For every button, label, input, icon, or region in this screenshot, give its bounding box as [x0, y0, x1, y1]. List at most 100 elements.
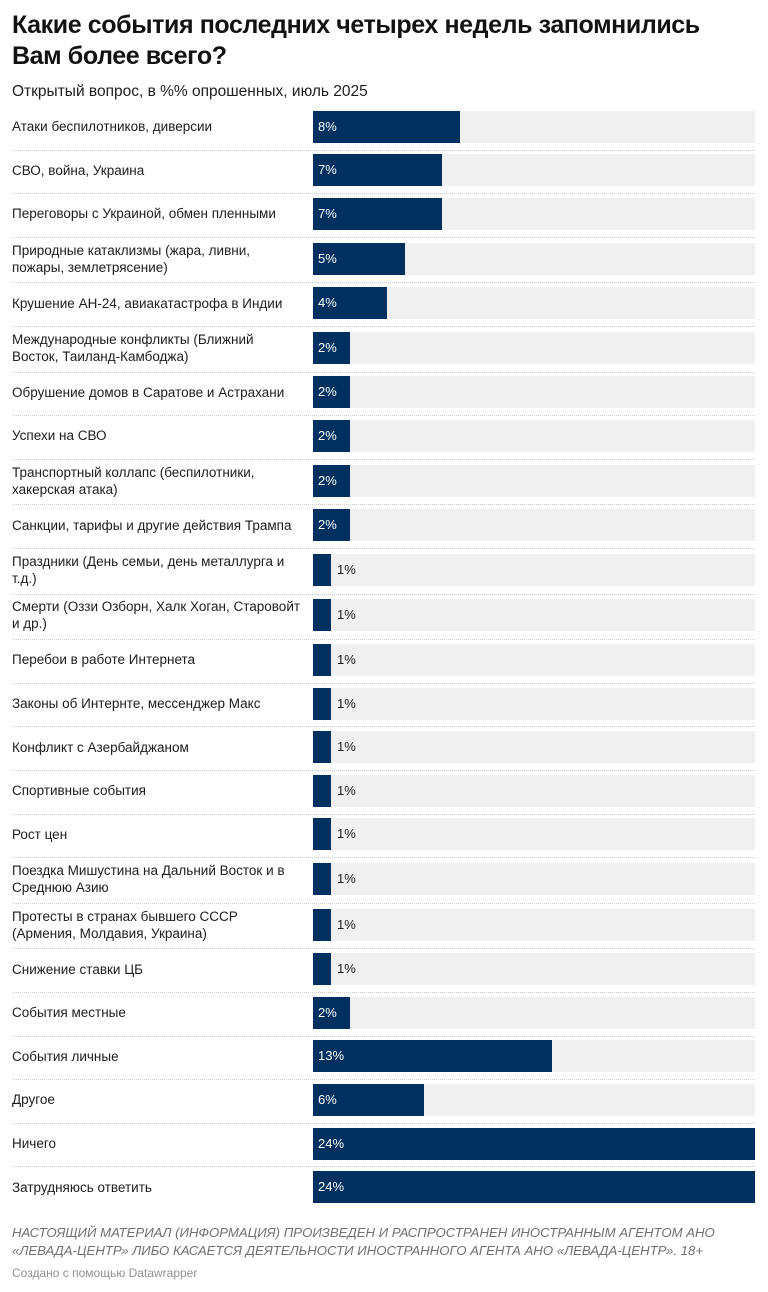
category-label: Международные конфликты (Ближний Восток,… — [12, 331, 254, 364]
bar-track: 24% — [313, 1127, 755, 1160]
category-label: Спортивные события — [12, 783, 146, 799]
chart-row: Успехи на СВО 2% — [12, 415, 755, 460]
bar — [313, 953, 331, 986]
bar — [313, 774, 331, 807]
category-label: Перебои в работе Интернета — [12, 652, 196, 668]
value-label: 1% — [337, 695, 356, 711]
bar-track: 24% — [313, 1171, 755, 1204]
bar — [313, 110, 460, 143]
chart-row: События личные 13% — [12, 1036, 755, 1081]
category-label: Смерти (Оззи Озборн, Халк Хоган, Старово… — [12, 599, 301, 632]
category-label: События личные — [12, 1048, 119, 1064]
category-label: Успехи на СВО — [12, 428, 107, 444]
chart-row: СВО, война, Украина 7% — [12, 150, 755, 195]
bar — [313, 818, 331, 851]
chart-row: Санкции, тарифы и другие действия Трампа… — [12, 504, 755, 549]
bar — [313, 287, 387, 320]
value-label: 2% — [318, 427, 337, 443]
chart-row: Снижение ставки ЦБ 1% — [12, 948, 755, 993]
chart-row: Переговоры с Украиной, обмен пленными 7% — [12, 193, 755, 238]
bar-track: 2% — [313, 331, 755, 364]
chart-row: Конфликт с Азербайджаном 1% — [12, 726, 755, 771]
value-label: 24% — [318, 1179, 345, 1195]
datawrapper-credit: Создано с помощью Datawrapper — [12, 1266, 198, 1280]
value-label: 2% — [318, 1004, 337, 1020]
chart-row: Транспортный коллапс (беспилотники, хаке… — [12, 459, 755, 506]
value-label: 24% — [318, 1135, 345, 1151]
value-label: 1% — [337, 961, 356, 977]
bar-track: 2% — [313, 419, 755, 452]
bar — [313, 908, 331, 941]
bar — [313, 197, 442, 230]
value-label: 2% — [318, 472, 337, 488]
bar-track: 2% — [313, 996, 755, 1029]
category-label: СВО, война, Украина — [12, 162, 145, 178]
bar-track: 8% — [313, 110, 755, 143]
chart-row: Обрушение домов в Саратове и Астрахани 2% — [12, 372, 755, 417]
chart-row: Протесты в странах бывшего СССР (Армения… — [12, 903, 755, 950]
category-label: Праздники (День семьи, день металлурга и… — [12, 553, 285, 586]
value-label: 1% — [337, 607, 356, 623]
value-label: 6% — [318, 1091, 337, 1107]
value-label: 2% — [318, 517, 337, 533]
value-label: 2% — [318, 339, 337, 355]
value-label: 1% — [337, 916, 356, 932]
value-label: 5% — [318, 250, 337, 266]
category-label: Поездка Мишустина на Дальний Восток и в … — [12, 862, 285, 895]
bar-track: 2% — [313, 464, 755, 497]
chart-row: Затрудняюсь ответить 24% — [12, 1166, 755, 1210]
chart-row: Законы об Интернте, мессенджер Макс 1% — [12, 683, 755, 728]
chart-row: Международные конфликты (Ближний Восток,… — [12, 326, 755, 373]
chart-row: Спортивные события 1% — [12, 770, 755, 815]
category-label: Рост цен — [12, 826, 68, 842]
bar-track: 7% — [313, 197, 755, 230]
bar-track: 5% — [313, 242, 755, 275]
category-label: Законы об Интернте, мессенджер Макс — [12, 696, 261, 712]
value-label: 13% — [318, 1048, 345, 1064]
bar — [313, 509, 350, 542]
bar-track: 2% — [313, 509, 755, 542]
chart-row: Перебои в работе Интернета 1% — [12, 639, 755, 684]
chart-row: Природные катаклизмы (жара, ливни, пожар… — [12, 237, 755, 284]
bar — [313, 419, 350, 452]
value-label: 2% — [318, 384, 337, 400]
chart-row: Ничего 24% — [12, 1123, 755, 1168]
value-label: 1% — [337, 870, 356, 886]
value-label: 4% — [318, 295, 337, 311]
category-label: Транспортный коллапс (беспилотники, хаке… — [12, 464, 255, 497]
bar — [313, 731, 331, 764]
bar-track: 7% — [313, 154, 755, 187]
value-label: 8% — [318, 118, 337, 134]
chart-row: Смерти (Оззи Озборн, Халк Хоган, Старово… — [12, 594, 755, 641]
value-label: 1% — [337, 782, 356, 798]
category-label: Переговоры с Украиной, обмен пленными — [12, 206, 276, 222]
chart-row: Атаки беспилотников, диверсии 8% — [12, 106, 755, 151]
bar-track: 1% — [313, 774, 755, 807]
value-label: 1% — [337, 739, 356, 755]
bar-track: 6% — [313, 1083, 755, 1116]
chart-row: Праздники (День семьи, день металлурга и… — [12, 548, 755, 595]
value-label: 7% — [318, 205, 337, 221]
bar-track: 1% — [313, 687, 755, 720]
bar — [313, 376, 350, 409]
category-label: Обрушение домов в Саратове и Астрахани — [12, 384, 285, 400]
category-label: События местные — [12, 1005, 126, 1021]
value-label: 1% — [337, 561, 356, 577]
category-label: Ничего — [12, 1136, 56, 1152]
bar — [313, 687, 331, 720]
bar — [313, 242, 405, 275]
bar-track: 1% — [313, 599, 755, 632]
chart-subtitle: Открытый вопрос, в %% опрошенных, июль 2… — [12, 83, 368, 100]
bar-track: 1% — [313, 953, 755, 986]
bar — [313, 553, 331, 586]
category-label: Санкции, тарифы и другие действия Трампа — [12, 517, 292, 533]
category-label: Крушение АН-24, авиакатастрофа в Индии — [12, 295, 283, 311]
bar-track: 13% — [313, 1040, 755, 1073]
bar-track: 4% — [313, 287, 755, 320]
value-label: 1% — [337, 651, 356, 667]
bar — [313, 1040, 552, 1073]
value-label: 1% — [337, 826, 356, 842]
chart-row: Рост цен 1% — [12, 814, 755, 859]
bar — [313, 643, 331, 676]
bar — [313, 1127, 755, 1160]
